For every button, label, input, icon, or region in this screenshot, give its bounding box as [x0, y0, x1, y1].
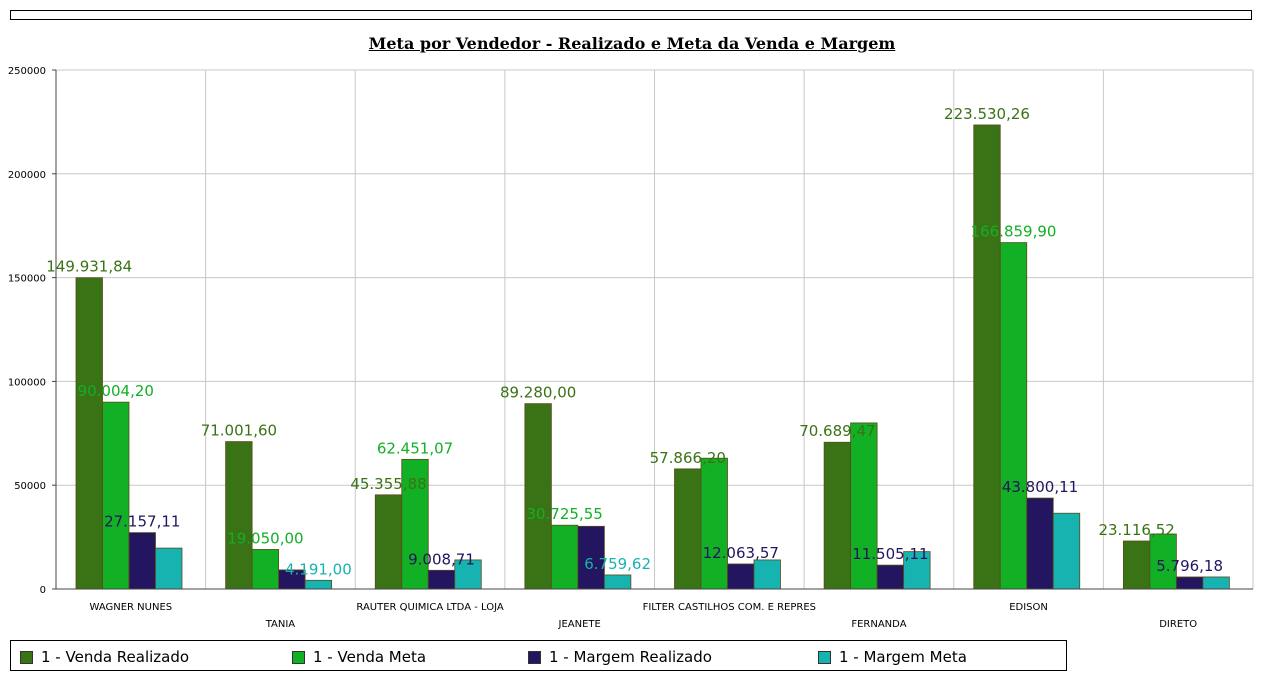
data-label: 4.191,00 — [285, 560, 352, 578]
legend-label: 1 - Venda Realizado — [41, 648, 190, 666]
bar — [1175, 576, 1204, 590]
data-label: 166.859,90 — [971, 223, 1057, 241]
x-tick-label: FERNANDA — [851, 619, 906, 630]
chart-plot: 0 50000 100000 150000 200000 250000 WAGNER NUN… — [8, 66, 1254, 630]
data-label: 23.116,52 — [1098, 521, 1174, 539]
bar — [75, 277, 103, 590]
bar — [973, 124, 1001, 590]
legend-swatch — [528, 650, 541, 664]
bar — [427, 569, 456, 590]
data-label: 11.505,11 — [852, 545, 928, 563]
bar — [102, 401, 130, 590]
chart-title: Meta por Vendedor - Realizado e Meta da … — [368, 34, 896, 53]
x-tick-label: TANIA — [265, 619, 296, 630]
data-label: 43.800,11 — [1002, 478, 1078, 496]
y-tick-label: 0 — [40, 585, 46, 596]
bar — [374, 494, 403, 590]
bar — [304, 579, 333, 590]
bar — [603, 574, 632, 590]
data-label: 57.866,20 — [650, 449, 726, 467]
bar — [1052, 512, 1081, 590]
bar — [1122, 540, 1151, 590]
bar — [225, 441, 253, 590]
bar — [128, 532, 156, 590]
bar — [850, 422, 878, 590]
x-tick-label: EDISON — [1009, 602, 1048, 613]
legend-label: 1 - Venda Meta — [313, 648, 427, 666]
bar — [753, 559, 781, 590]
y-tick-label: 250000 — [8, 66, 46, 77]
x-tick-label: FILTER CASTILHOS COM. E REPRES — [643, 602, 816, 613]
data-label: 27.157,11 — [104, 513, 180, 531]
y-tick-label: 200000 — [8, 170, 46, 181]
data-label: 6.759,62 — [584, 555, 651, 573]
data-label: 90.004,20 — [78, 382, 154, 400]
x-tick-label: DIRETO — [1159, 619, 1197, 630]
x-tick-label: JEANETE — [558, 619, 601, 630]
bar — [727, 563, 755, 590]
bar — [823, 441, 852, 590]
y-tick-label: 150000 — [8, 274, 46, 285]
data-label: 5.796,18 — [1156, 557, 1223, 575]
data-label: 223.530,26 — [944, 105, 1030, 123]
legend-item: 1 - Margem Realizado — [528, 648, 712, 666]
legend-swatch — [292, 650, 305, 664]
bar — [524, 403, 552, 590]
bar — [454, 559, 482, 590]
legend-label: 1 - Margem Meta — [839, 648, 967, 666]
bar — [674, 468, 702, 590]
data-label: 30.725,55 — [526, 505, 602, 523]
data-label: 45.355,88 — [350, 475, 426, 493]
legend-item: 1 - Venda Meta — [292, 648, 426, 666]
bar — [155, 547, 183, 590]
y-tick-label: 50000 — [14, 481, 46, 492]
legend-swatch — [818, 650, 831, 664]
bar — [999, 242, 1028, 590]
legend-swatch — [20, 650, 33, 664]
data-label: 19.050,00 — [227, 529, 303, 547]
bar — [876, 564, 905, 590]
data-label: 62.451,07 — [377, 439, 453, 457]
legend-item: 1 - Venda Realizado — [20, 648, 189, 666]
data-label: 9.008,71 — [408, 550, 475, 568]
data-label: 71.001,60 — [201, 422, 277, 440]
bar — [1202, 576, 1230, 590]
x-tick-label: WAGNER NUNES — [89, 602, 172, 613]
y-tick-label: 100000 — [8, 377, 46, 388]
data-label: 89.280,00 — [500, 384, 576, 402]
x-tick-label: RAUTER QUIMICA LTDA - LOJA — [356, 602, 503, 613]
legend-label: 1 - Margem Realizado — [549, 648, 712, 666]
legend-item: 1 - Margem Meta — [818, 648, 967, 666]
top-frame — [10, 10, 1252, 20]
bar — [251, 549, 280, 590]
legend: 1 - Venda Realizado 1 - Venda Meta 1 - Mar… — [10, 640, 1067, 671]
bar — [1026, 497, 1054, 590]
bar — [550, 524, 579, 590]
bar — [700, 457, 728, 590]
data-label: 12.063,57 — [703, 544, 779, 562]
data-label: 70.689,47 — [799, 422, 875, 440]
data-label: 149.931,84 — [46, 258, 132, 276]
